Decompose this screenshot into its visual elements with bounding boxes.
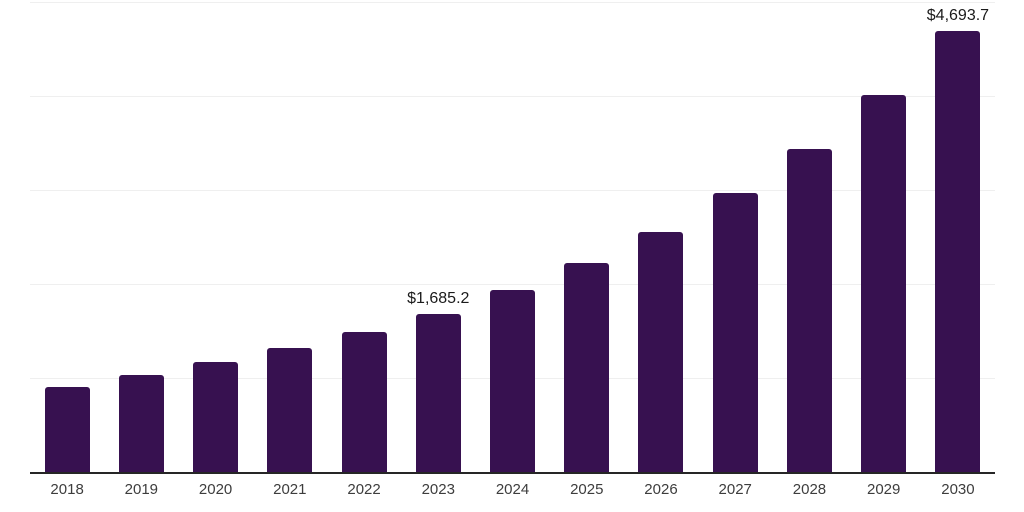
bar-2018	[44, 386, 90, 472]
value-label-2023: $1,685.2	[407, 289, 470, 307]
bar-2030	[935, 30, 981, 472]
x-axis-label-2024: 2024	[495, 481, 530, 498]
x-axis-label-2027: 2027	[718, 481, 752, 498]
x-axis-label-2026: 2026	[644, 481, 678, 498]
value-label-2030: $4,693.7	[926, 6, 990, 24]
x-axis: 2018 2019 2020 2021 2022 2023 2024 2025 2026 2027…	[30, 481, 995, 499]
bar-2023	[415, 313, 461, 472]
x-axis-label-2019: 2019	[124, 481, 159, 498]
x-axis-label-2020: 2020	[198, 481, 233, 498]
x-axis-label-2030: 2030	[941, 481, 975, 498]
bar-slot-2026	[624, 2, 698, 472]
bar-slot-2018	[30, 2, 104, 472]
bar-2029	[861, 95, 907, 472]
bar-2026	[638, 232, 684, 472]
bar-2020	[193, 362, 239, 472]
bar-2021	[267, 348, 313, 472]
bar-slot-2024	[475, 2, 549, 472]
bar-2028	[786, 148, 832, 472]
x-axis-label-2018: 2018	[50, 481, 84, 498]
bar-slot-2025	[550, 2, 624, 472]
bar-2022	[341, 332, 387, 472]
bar-2025	[564, 262, 610, 472]
bar-slot-2027	[698, 2, 772, 472]
plot-area: $1,685.2 $4,693.7	[30, 2, 995, 474]
gridline-2000	[30, 284, 995, 285]
x-axis-label-2028: 2028	[792, 481, 827, 498]
bar-2027	[712, 193, 758, 472]
bar-slot-2023: $1,685.2	[401, 2, 475, 472]
bar-2019	[118, 375, 164, 472]
bar-slot-2020	[178, 2, 252, 472]
bar-slot-2029	[847, 2, 921, 472]
gridline-5000	[30, 2, 995, 3]
x-axis-label-2021: 2021	[273, 481, 307, 498]
bars: $1,685.2 $4,693.7	[30, 2, 995, 472]
x-axis-label-2022: 2022	[347, 481, 381, 498]
bar-2024	[490, 289, 536, 472]
x-axis-label-2025: 2025	[570, 481, 604, 498]
x-axis-label-2023: 2023	[421, 481, 455, 498]
gridline-3000	[30, 190, 995, 191]
bar-slot-2028	[772, 2, 846, 472]
bar-slot-2030: $4,693.7	[921, 2, 995, 472]
bar-slot-2021	[253, 2, 327, 472]
bar-slot-2022	[327, 2, 401, 472]
bar-slot-2019	[104, 2, 178, 472]
gridline-4000	[30, 96, 995, 97]
x-axis-label-2029: 2029	[867, 481, 901, 498]
